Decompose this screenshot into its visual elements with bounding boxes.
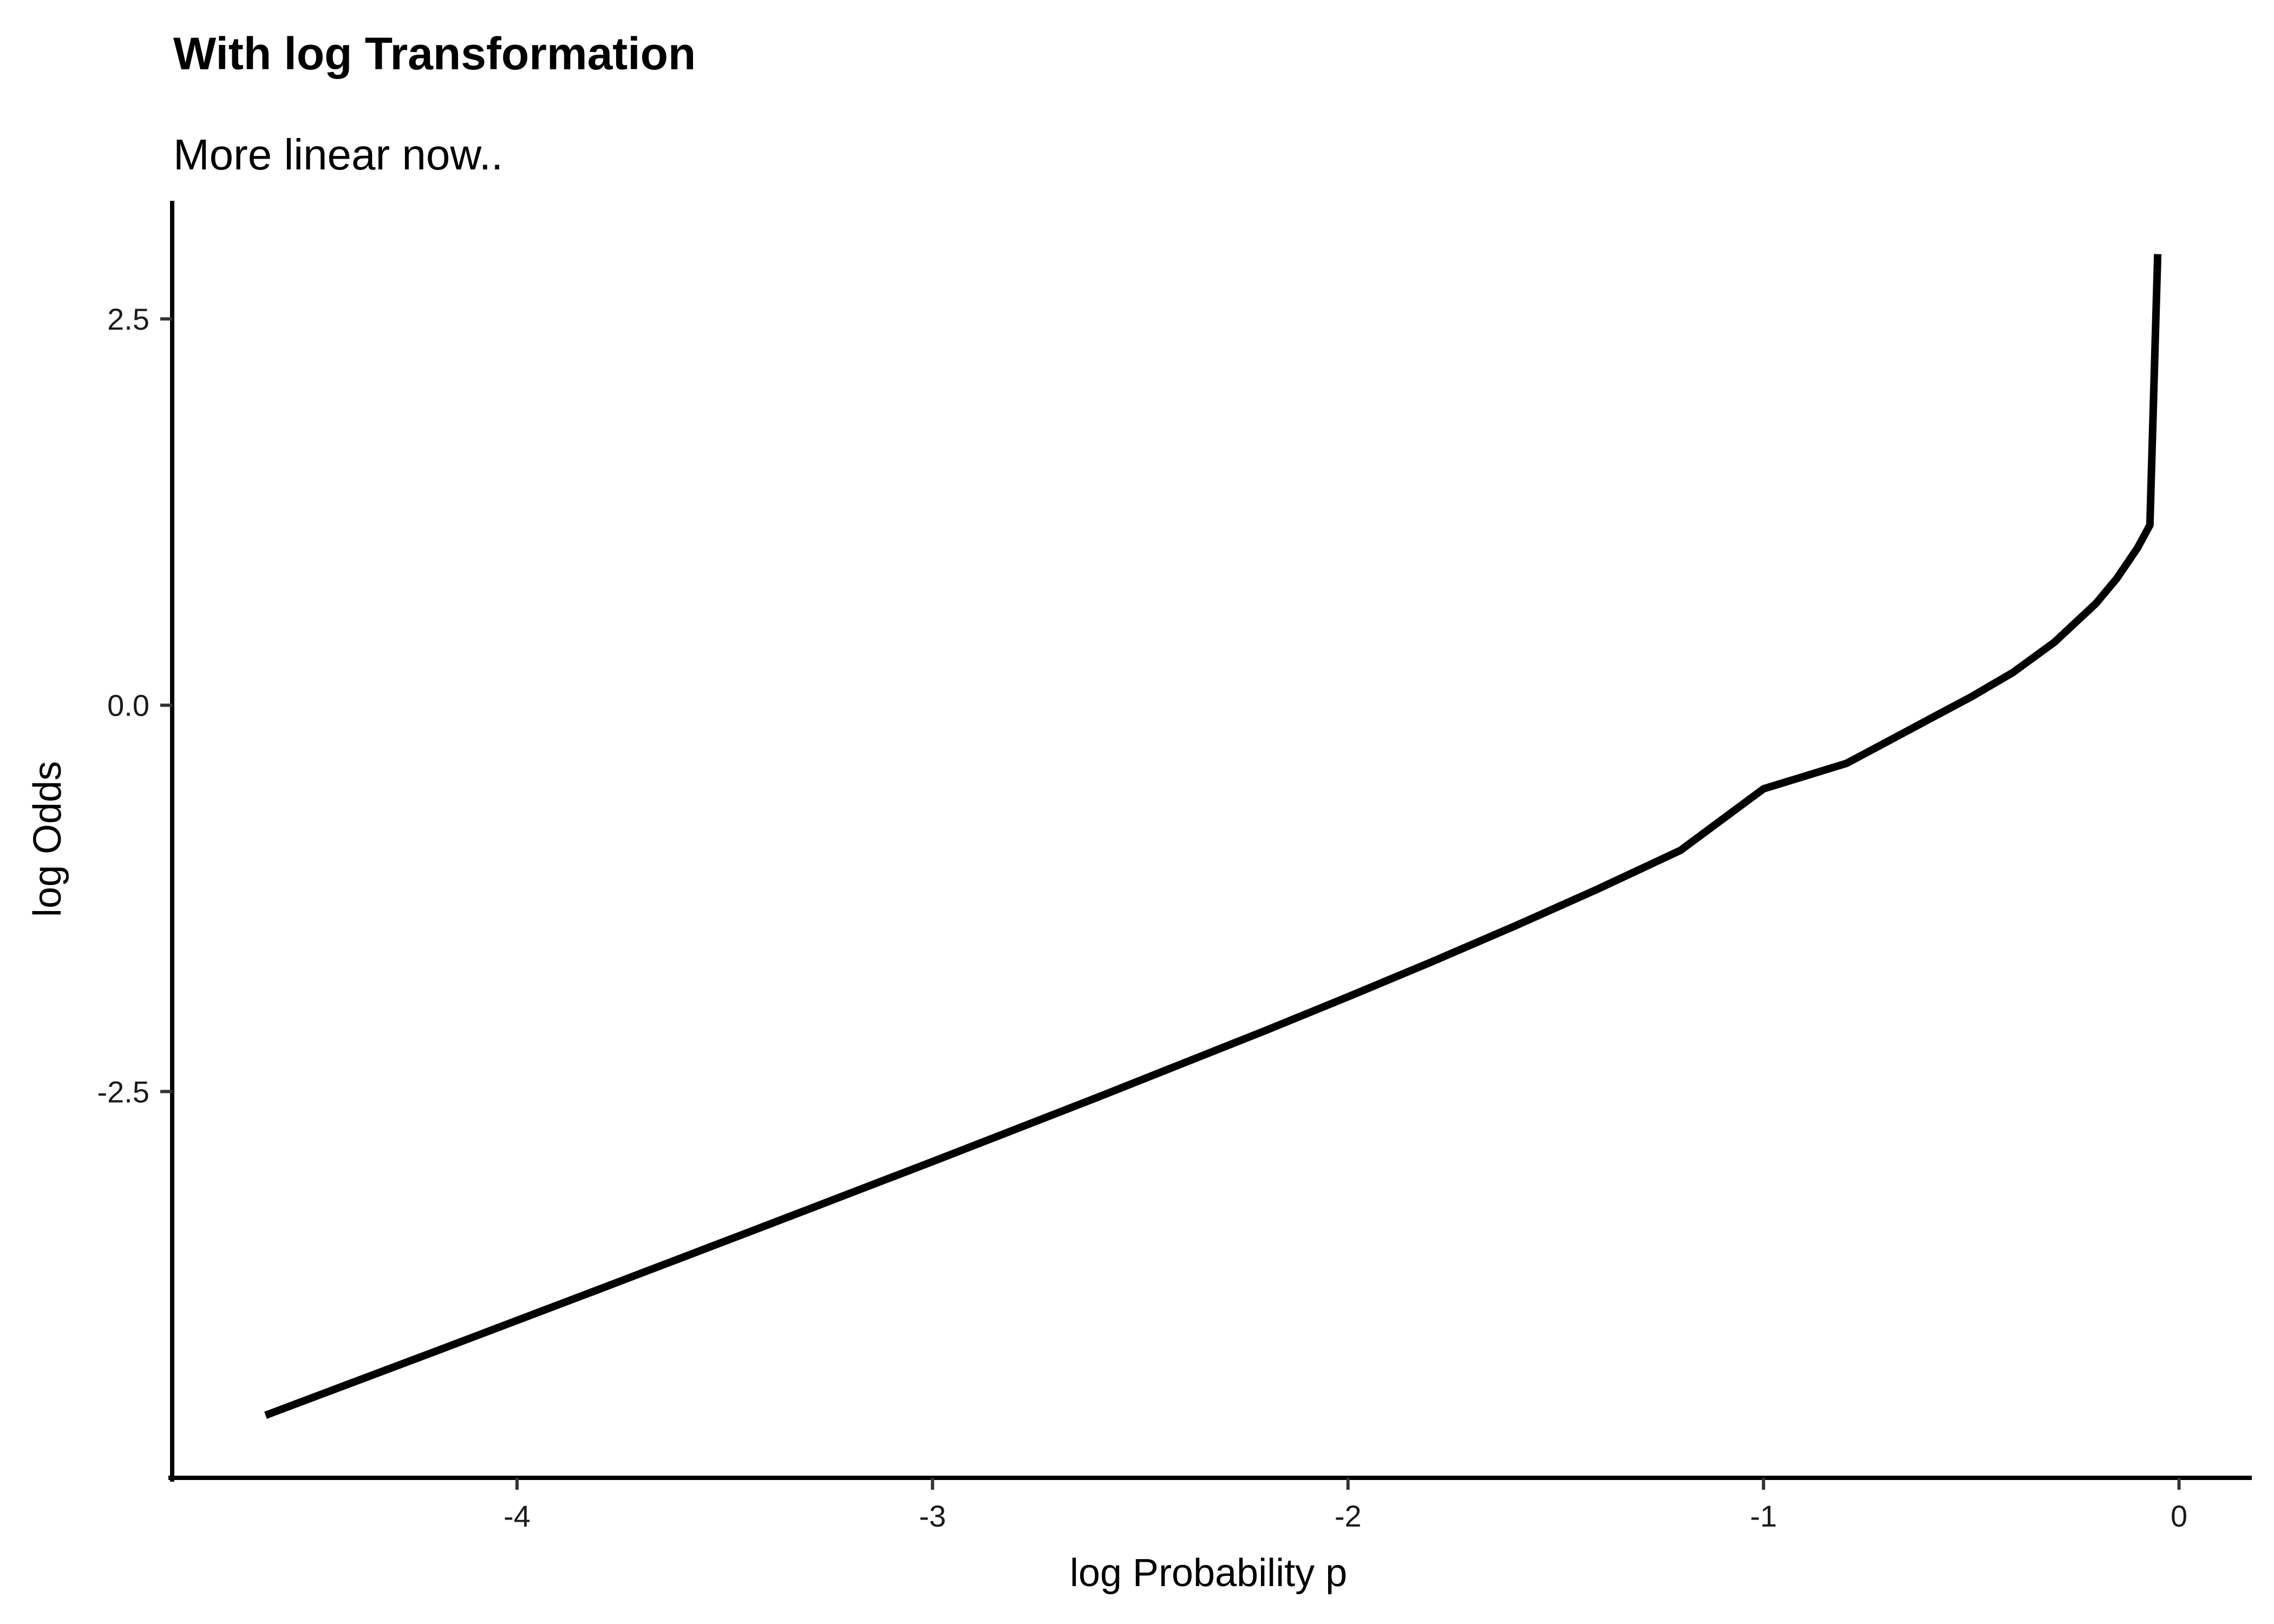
y-tick-label: 2.5 [107,302,149,336]
chart-title: With log Transformation [173,28,696,79]
x-tick-label: -4 [504,1499,531,1533]
y-axis-title: log Odds [26,761,69,917]
x-tick-label: -2 [1335,1499,1362,1533]
chart-subtitle: More linear now.. [173,130,503,179]
x-axis-title: log Probability p [1070,1551,1347,1595]
series-line [264,254,2162,1419]
y-tick-label: -2.5 [97,1075,150,1109]
x-tick-label: 0 [2171,1499,2187,1533]
x-tick-label: -3 [919,1499,946,1533]
x-tick-label: -1 [1750,1499,1777,1533]
y-tick-label: 0.0 [107,689,149,723]
plot-area: -4 -3 -2 -1 0 2.5 0.0 -2.5 [97,201,2252,1533]
